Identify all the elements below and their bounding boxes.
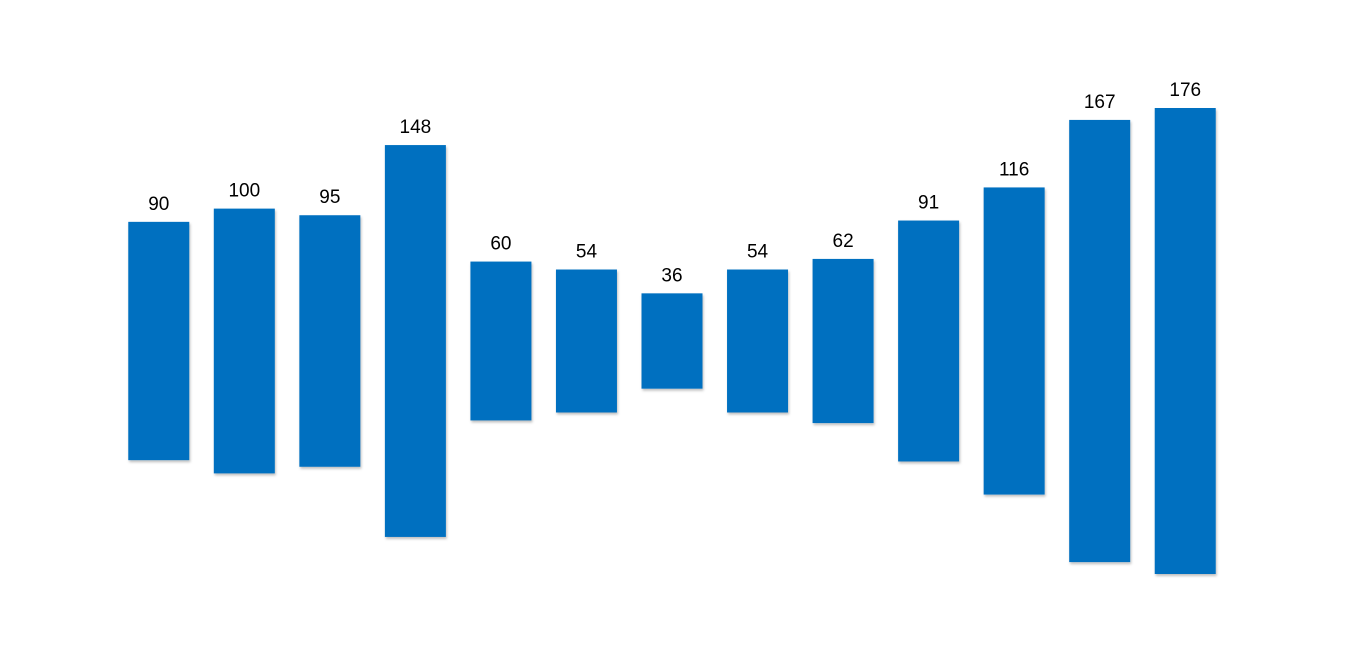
plot-area: 90 100 95 148 60 54 36 54 62 91 116 167 176: [128, 80, 1216, 574]
bar: [555, 269, 617, 413]
data-label: 54: [576, 242, 598, 263]
data-label: 176: [1169, 80, 1201, 101]
bar: [1069, 119, 1131, 563]
data-label: 36: [661, 265, 682, 286]
bar: [1154, 108, 1216, 574]
bar: [727, 269, 789, 413]
data-label: 62: [833, 231, 854, 252]
bar: [128, 221, 190, 461]
bar: [213, 208, 275, 474]
data-label: 90: [148, 194, 169, 215]
bar: [299, 215, 361, 467]
bar: [898, 220, 960, 462]
bar: [983, 187, 1045, 495]
data-label: 148: [400, 117, 432, 138]
data-label: 116: [999, 159, 1029, 180]
data-label: 100: [228, 181, 260, 202]
data-label: 95: [319, 187, 340, 208]
bar: [812, 258, 874, 424]
data-label: 54: [747, 242, 769, 263]
data-label: 167: [1084, 92, 1116, 113]
data-label: 60: [490, 234, 511, 255]
data-label: 91: [918, 193, 939, 214]
bar: [641, 293, 703, 389]
bar: [384, 145, 446, 537]
bar: [470, 261, 532, 421]
